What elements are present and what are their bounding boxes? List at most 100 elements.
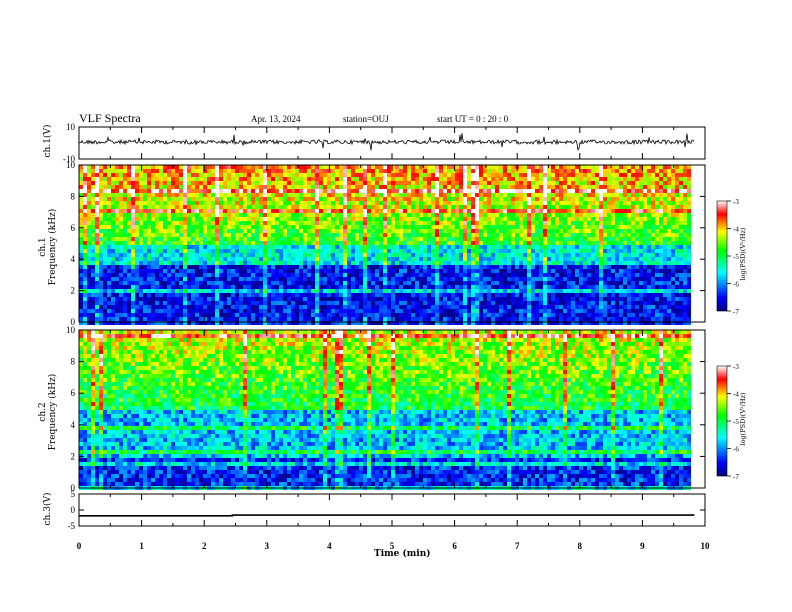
- spectrogram-cell: [411, 225, 415, 229]
- spectrogram-cell: [483, 177, 487, 181]
- spectrogram-cell: [227, 237, 231, 241]
- spectrogram-cell: [295, 217, 299, 221]
- spectrogram-cell: [231, 181, 235, 185]
- spectrogram-cell: [263, 281, 267, 285]
- spectrogram-cell: [371, 241, 375, 245]
- spectrogram-cell: [619, 177, 623, 181]
- spectrogram-cell: [139, 249, 143, 253]
- spectrogram-cell: [227, 181, 231, 185]
- spectrogram-cell: [315, 241, 319, 245]
- spectrogram-cell: [91, 261, 95, 265]
- spectrogram-cell: [155, 201, 159, 205]
- spectrogram-cell: [223, 165, 227, 169]
- spectrogram-cell: [683, 189, 687, 193]
- spectrogram-cell: [423, 281, 427, 285]
- spectrogram-cell: [235, 197, 239, 201]
- spectrogram-cell: [595, 217, 599, 221]
- spectrogram-cell: [571, 253, 575, 257]
- spectrogram-cell: [575, 277, 579, 281]
- spectrogram-cell: [655, 225, 659, 229]
- spectrogram-cell: [587, 269, 591, 273]
- spectrogram-cell: [443, 229, 447, 233]
- spectrogram-cell: [563, 201, 567, 205]
- spectrogram-cell: [463, 213, 467, 217]
- spectrogram-cell: [551, 165, 555, 169]
- spectrogram-cell: [603, 181, 607, 185]
- spectrogram-cell: [659, 225, 663, 229]
- spectrogram-cell: [87, 273, 91, 277]
- spectrogram-cell: [123, 165, 127, 169]
- spectrogram-cell: [307, 189, 311, 193]
- spectrogram-cell: [571, 181, 575, 185]
- spectrogram-cell: [359, 289, 363, 293]
- spectrogram-cell: [255, 253, 259, 257]
- spectrogram-cell: [495, 257, 499, 261]
- spectrogram-cell: [471, 209, 475, 213]
- spectrogram-cell: [323, 209, 327, 213]
- spectrogram-cell: [423, 273, 427, 277]
- spectrogram-cell: [303, 249, 307, 253]
- spectrogram-cell: [483, 265, 487, 269]
- spectrogram-cell: [171, 189, 175, 193]
- spectrogram-cell: [487, 165, 491, 169]
- spectrogram-cell: [291, 169, 295, 173]
- spectrogram-cell: [175, 201, 179, 205]
- spectrogram-cell: [295, 173, 299, 177]
- spectrogram-cell: [315, 213, 319, 217]
- spectrogram-cell: [479, 261, 483, 265]
- spectrogram-cell: [423, 277, 427, 281]
- spectrogram-cell: [283, 233, 287, 237]
- spectrogram-cell: [395, 229, 399, 233]
- spectrogram-cell: [575, 177, 579, 181]
- spectrogram-cell: [347, 173, 351, 177]
- spectrogram-cell: [211, 273, 215, 277]
- spectrogram-cell: [435, 225, 439, 229]
- spectrogram-cell: [539, 249, 543, 253]
- spectrogram-cell: [275, 169, 279, 173]
- spectrogram-cell: [615, 205, 619, 209]
- spectrogram-cell: [159, 213, 163, 217]
- spectrogram-cell: [571, 261, 575, 265]
- spectrogram-cell: [655, 185, 659, 189]
- spectrogram-cell: [111, 181, 115, 185]
- spectrogram-cell: [627, 213, 631, 217]
- spectrogram-cell: [667, 273, 671, 277]
- spectrogram-cell: [303, 233, 307, 237]
- spectrogram-cell: [247, 173, 251, 177]
- spectrogram-cell: [483, 217, 487, 221]
- spectrogram-cell: [79, 249, 83, 253]
- spectrogram-cell: [203, 245, 207, 249]
- spectrogram-cell: [211, 201, 215, 205]
- spectrogram-cell: [567, 189, 571, 193]
- spectrogram-cell: [235, 225, 239, 229]
- spectrogram-cell: [679, 185, 683, 189]
- spectrogram-cell: [115, 193, 119, 197]
- spectrogram-cell: [583, 289, 587, 293]
- spectrogram-cell: [175, 293, 179, 297]
- spectrogram-cell: [91, 233, 95, 237]
- spectrogram-cell: [323, 201, 327, 205]
- spectrogram-cell: [455, 225, 459, 229]
- spectrogram-cell: [635, 241, 639, 245]
- spectrogram-cell: [159, 201, 163, 205]
- spectrogram-cell: [463, 233, 467, 237]
- spectrogram-cell: [623, 285, 627, 289]
- spectrogram-cell: [599, 201, 603, 205]
- spectrogram-cell: [139, 201, 143, 205]
- spectrogram-cell: [103, 237, 107, 241]
- spectrogram-cell: [687, 273, 691, 277]
- spectrogram-cell: [91, 181, 95, 185]
- spectrogram-cell: [535, 285, 539, 289]
- spectrogram-cell: [239, 201, 243, 205]
- spectrogram-cell: [415, 237, 419, 241]
- spectrogram-cell: [131, 281, 135, 285]
- spectrogram-cell: [383, 225, 387, 229]
- spectrogram-cell: [675, 165, 679, 169]
- spectrogram-cell: [479, 185, 483, 189]
- spectrogram-cell: [623, 269, 627, 273]
- spectrogram-cell: [351, 285, 355, 289]
- spectrogram-cell: [411, 221, 415, 225]
- spectrogram-cell: [587, 209, 591, 213]
- spectrogram-cell: [435, 257, 439, 261]
- spectrogram-cell: [503, 241, 507, 245]
